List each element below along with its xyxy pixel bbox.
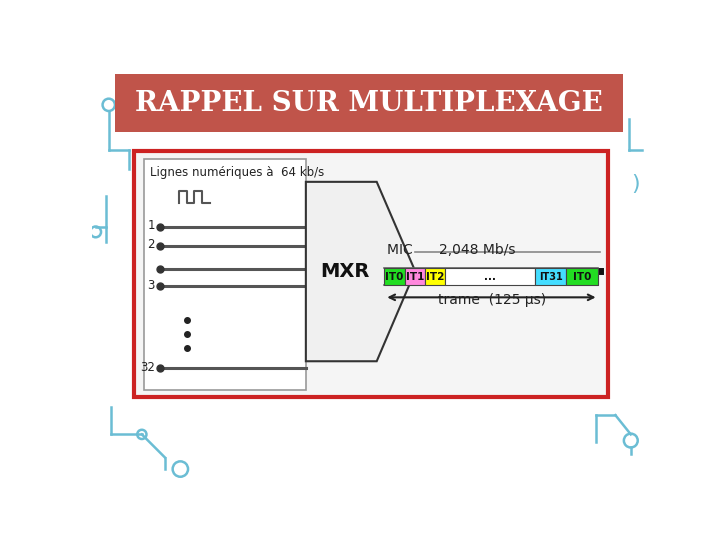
Text: IT31: IT31	[539, 272, 563, 281]
Text: trame  (125 μs): trame (125 μs)	[438, 293, 546, 307]
Text: Lignes numériques à  64 kb/s: Lignes numériques à 64 kb/s	[150, 166, 325, 179]
Text: MIC      2,048 Mb/s: MIC 2,048 Mb/s	[387, 242, 516, 256]
Bar	[425, 268, 446, 285]
Bar	[144, 159, 306, 390]
Polygon shape	[306, 182, 415, 361]
Text: ...: ...	[485, 272, 496, 281]
Text: IT0: IT0	[385, 272, 404, 281]
Text: MXR: MXR	[320, 262, 370, 281]
Bar	[134, 151, 608, 397]
Text: 32: 32	[140, 361, 155, 374]
Text: 2: 2	[148, 239, 155, 252]
Text: ): )	[631, 174, 639, 194]
Bar	[405, 268, 425, 285]
Bar	[115, 75, 623, 132]
Text: IT2: IT2	[426, 272, 444, 281]
Text: IT1: IT1	[405, 272, 424, 281]
Text: RAPPEL SUR MULTIPLEXAGE: RAPPEL SUR MULTIPLEXAGE	[135, 90, 603, 117]
Text: 1: 1	[148, 219, 155, 232]
Bar	[567, 268, 598, 285]
Text: 3: 3	[148, 279, 155, 292]
Bar	[535, 268, 567, 285]
Bar	[446, 268, 535, 285]
Text: IT0: IT0	[573, 272, 592, 281]
Bar	[384, 268, 405, 285]
